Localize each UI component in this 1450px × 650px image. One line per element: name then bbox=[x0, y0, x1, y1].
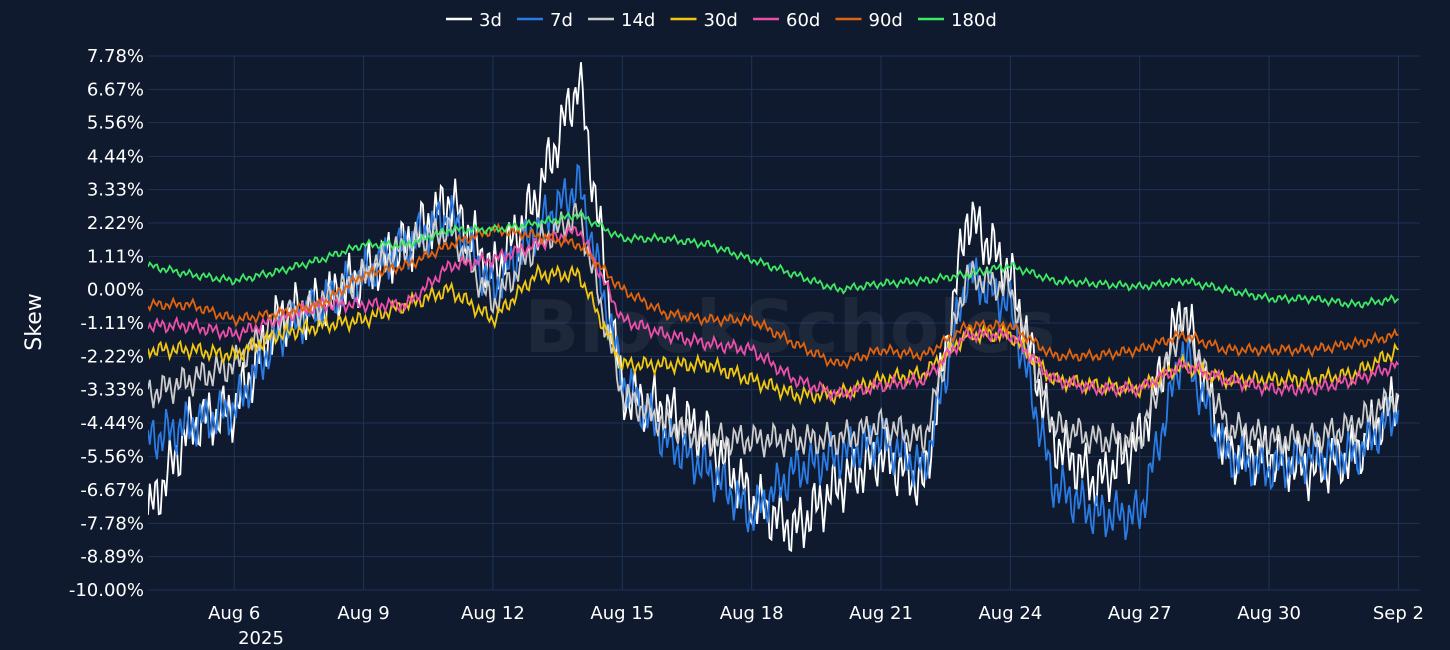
x-tick-label: Aug 6 bbox=[208, 603, 260, 624]
y-tick-label: 3.33% bbox=[87, 180, 144, 201]
y-tick-label: -1.11% bbox=[80, 313, 144, 334]
y-axis-ticks: -10.00% -8.89% -7.78% -6.67% -5.56% -4.44% -3.… bbox=[69, 46, 144, 601]
legend-label: 60d bbox=[786, 10, 820, 31]
y-tick-label: 7.78% bbox=[87, 46, 144, 67]
y-tick-label: -8.89% bbox=[80, 547, 144, 568]
legend-label: 90d bbox=[869, 10, 903, 31]
series-line-14d bbox=[148, 202, 1399, 458]
x-tick-label: Aug 15 bbox=[590, 603, 654, 624]
legend-label: 180d bbox=[951, 10, 997, 31]
y-tick-label: 1.11% bbox=[87, 246, 144, 267]
y-tick-label: -7.78% bbox=[80, 513, 144, 534]
series-line-30d bbox=[148, 262, 1399, 406]
y-tick-label: 5.56% bbox=[87, 113, 144, 134]
legend[interactable]: 3d 7d 14d 30d 60d 90d 180d bbox=[446, 10, 997, 31]
x-tick-label: Aug 21 bbox=[849, 603, 913, 624]
x-tick-label: Aug 18 bbox=[720, 603, 784, 624]
y-tick-label: 6.67% bbox=[87, 79, 144, 100]
legend-label: 7d bbox=[550, 10, 573, 31]
y-tick-label: -3.33% bbox=[80, 380, 144, 401]
legend-label: 3d bbox=[479, 10, 502, 31]
x-tick-label: Aug 27 bbox=[1108, 603, 1172, 624]
series-line-180d bbox=[148, 210, 1399, 309]
y-tick-label: -6.67% bbox=[80, 480, 144, 501]
grid-lines bbox=[148, 55, 1420, 591]
series-lines bbox=[148, 62, 1400, 553]
x-tick-label: Sep 2 bbox=[1373, 603, 1424, 624]
y-tick-label: -5.56% bbox=[80, 447, 144, 468]
legend-label: 14d bbox=[621, 10, 655, 31]
legend-item-3d[interactable]: 3d bbox=[446, 10, 502, 31]
legend-item-14d[interactable]: 14d bbox=[588, 10, 655, 31]
series-line-60d bbox=[148, 224, 1400, 403]
x-tick-label: Aug 30 bbox=[1237, 603, 1301, 624]
x-axis-ticks: Aug 6 Aug 9 Aug 12 Aug 15 Aug 18 Aug 21 Aug 24… bbox=[208, 603, 1424, 624]
y-axis-title: Skew bbox=[22, 293, 47, 350]
y-tick-label: 2.22% bbox=[87, 213, 144, 234]
y-tick-label: 4.44% bbox=[87, 146, 144, 167]
x-tick-label: Aug 24 bbox=[978, 603, 1042, 624]
x-tick-label: Aug 12 bbox=[461, 603, 525, 624]
y-tick-label: 0.00% bbox=[87, 280, 144, 301]
x-tick-label: Aug 9 bbox=[337, 603, 389, 624]
legend-item-60d[interactable]: 60d bbox=[753, 10, 820, 31]
y-tick-label: -4.44% bbox=[80, 413, 144, 434]
legend-label: 30d bbox=[704, 10, 738, 31]
x-axis-year-label: 2025 bbox=[238, 628, 284, 649]
legend-item-7d[interactable]: 7d bbox=[517, 10, 573, 31]
legend-item-180d[interactable]: 180d bbox=[918, 10, 997, 31]
y-tick-label: -2.22% bbox=[80, 346, 144, 367]
y-tick-label: -10.00% bbox=[69, 580, 144, 601]
legend-item-90d[interactable]: 90d bbox=[835, 10, 903, 31]
series-line-90d bbox=[148, 222, 1399, 370]
legend-item-30d[interactable]: 30d bbox=[670, 10, 738, 31]
